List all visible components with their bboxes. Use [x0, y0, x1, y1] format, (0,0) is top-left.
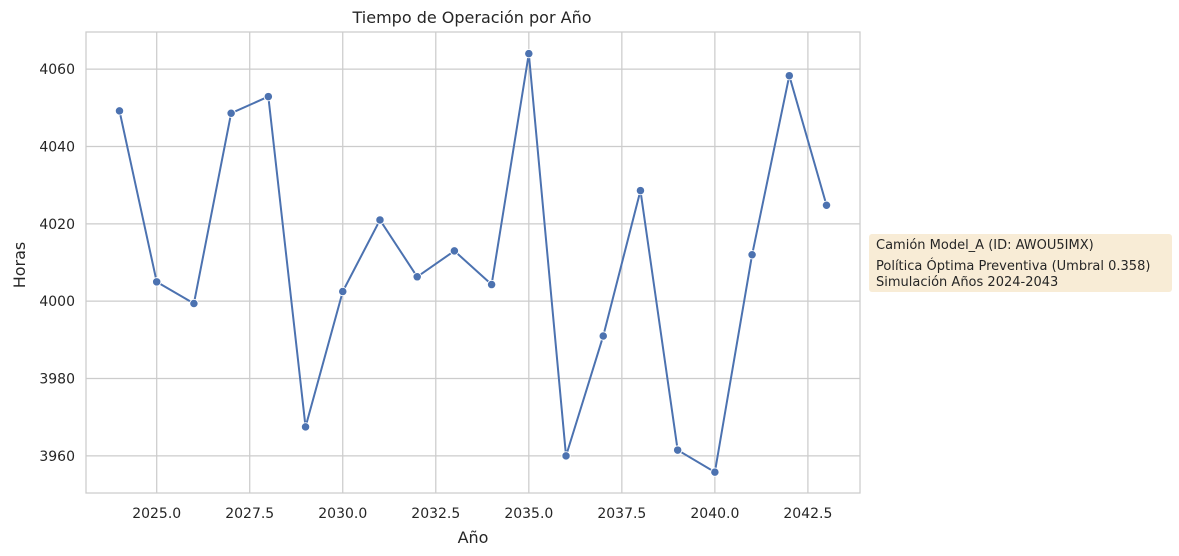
data-point — [338, 286, 348, 297]
data-point — [561, 451, 571, 461]
x-tick-labels: 2025.0 2027.5 2030.0 2032.5 2035.0 2037.5 2040… — [132, 506, 832, 522]
x-tick-label: 2035.0 — [504, 506, 553, 522]
data-point — [710, 467, 720, 477]
annotation-line-2: Política Óptima Preventiva (Umbral 0.358… — [876, 258, 1150, 274]
data-point — [189, 298, 199, 309]
data-point — [747, 250, 757, 260]
x-tick-label: 2037.5 — [597, 506, 646, 522]
data-point — [673, 445, 683, 455]
y-tick-label: 4060 — [39, 62, 75, 78]
x-tick-label: 2027.5 — [225, 506, 274, 522]
y-tick-label: 4040 — [39, 139, 75, 155]
x-tick-label: 2042.5 — [783, 506, 832, 522]
x-tick-label: 2040.0 — [690, 506, 739, 522]
y-tick-label: 3960 — [39, 449, 75, 465]
y-tick-label: 3980 — [39, 372, 75, 388]
y-tick-label: 4020 — [39, 217, 75, 233]
data-point — [114, 106, 125, 116]
series-line — [118, 52, 828, 474]
x-tick-label: 2032.5 — [411, 506, 460, 522]
data-point — [598, 331, 608, 341]
data-point — [412, 272, 422, 282]
data-point — [152, 277, 162, 287]
data-point — [449, 246, 460, 256]
y-axis-label: Horas — [10, 242, 29, 289]
data-point — [821, 200, 832, 210]
annotation-background — [869, 234, 1172, 292]
data-point — [486, 279, 497, 290]
data-point — [635, 185, 646, 196]
y-tick-labels: 3960 3980 4000 4020 4040 4060 — [39, 62, 75, 465]
info-annotation-box: Camión Model_A (ID: AWOU5IMX) Política Ó… — [869, 234, 1172, 292]
data-series — [114, 49, 832, 477]
plot-area-frame — [85, 31, 861, 494]
annotation-line-3: Simulación Años 2024-2043 — [876, 275, 1058, 290]
data-point — [263, 91, 273, 102]
data-point — [524, 49, 534, 59]
data-point — [784, 71, 794, 81]
data-point — [300, 422, 311, 432]
data-point — [375, 215, 385, 225]
annotation-line-1: Camión Model_A (ID: AWOU5IMX) — [876, 238, 1094, 253]
x-axis-label: Año — [458, 528, 489, 547]
y-tick-label: 4000 — [39, 294, 75, 310]
x-tick-label: 2030.0 — [318, 506, 367, 522]
chart-title: Tiempo de Operación por Año — [352, 8, 592, 27]
x-tick-label: 2025.0 — [132, 506, 181, 522]
data-point — [226, 108, 236, 118]
